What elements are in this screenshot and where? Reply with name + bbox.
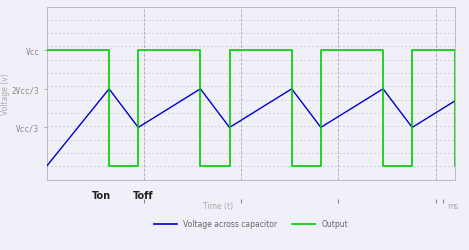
Text: Time (t): Time (t) (203, 201, 234, 210)
Text: Ton: Ton (92, 190, 111, 200)
Y-axis label: Voltage (v): Voltage (v) (1, 73, 10, 114)
Legend: Voltage across capacitor, Output: Voltage across capacitor, Output (151, 216, 351, 232)
Text: Toff: Toff (133, 190, 153, 200)
Text: ms: ms (447, 201, 459, 210)
